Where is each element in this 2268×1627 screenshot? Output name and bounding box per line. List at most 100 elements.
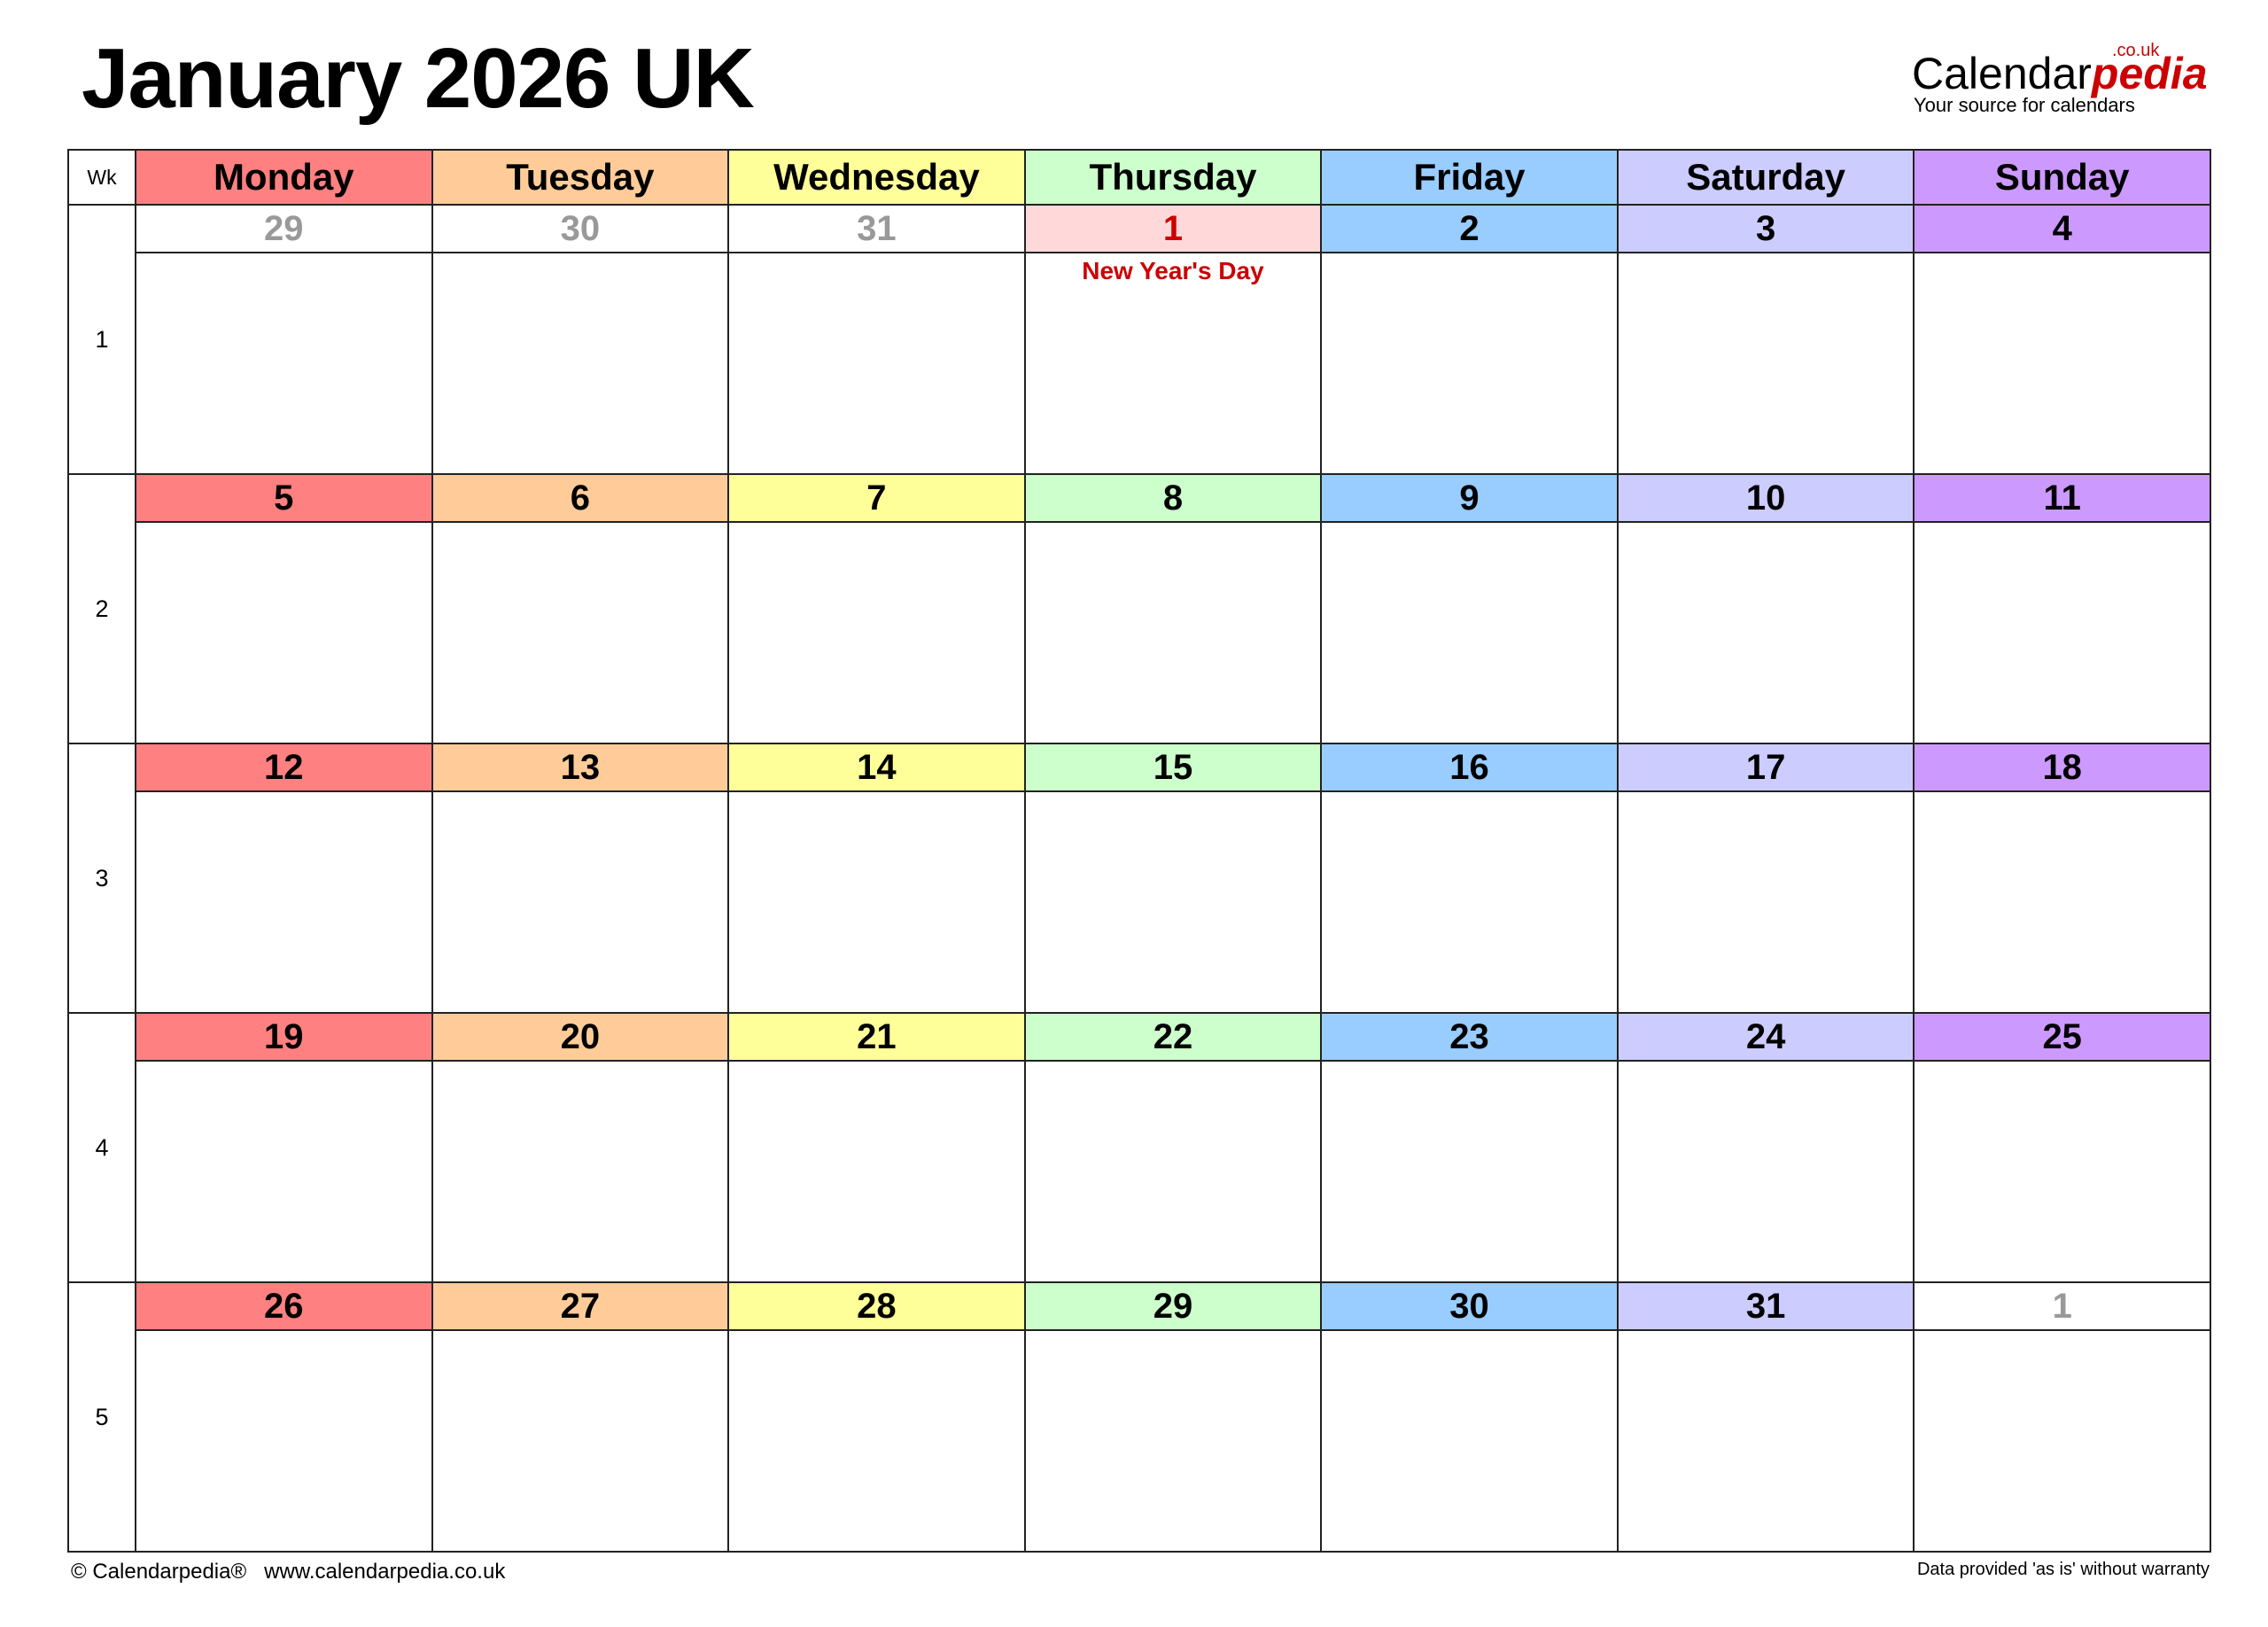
day-cell[interactable] — [727, 252, 1026, 475]
day-cell[interactable]: New Year's Day — [1023, 252, 1323, 475]
date-number[interactable]: 1 — [1913, 1281, 2211, 1331]
day-cell[interactable] — [1616, 521, 1915, 744]
calendarpedia-logo[interactable]: Calendarpedia .co.uk Your source for cal… — [1912, 41, 2213, 117]
date-number[interactable]: 25 — [1913, 1012, 2211, 1062]
day-cell[interactable] — [1320, 1060, 1619, 1283]
page-title: January 2026 UK — [82, 31, 755, 126]
date-number[interactable]: 4 — [1913, 204, 2211, 253]
day-cell[interactable] — [727, 521, 1026, 744]
date-number[interactable]: 10 — [1616, 473, 1915, 523]
footer-disclaimer: Data provided 'as is' without warranty — [1916, 1560, 2210, 1579]
week-body-row — [68, 1329, 2211, 1553]
weekday-header-friday: Friday — [1320, 149, 1619, 206]
date-number[interactable]: 31 — [727, 204, 1026, 253]
day-cell[interactable] — [1913, 1060, 2211, 1283]
day-cell[interactable] — [1320, 521, 1619, 744]
date-number[interactable]: 9 — [1320, 473, 1619, 523]
date-number[interactable]: 6 — [431, 473, 730, 523]
day-cell[interactable] — [1913, 252, 2211, 475]
day-cell[interactable] — [1023, 521, 1323, 744]
day-cell[interactable] — [431, 790, 730, 1014]
date-number[interactable]: 20 — [431, 1012, 730, 1062]
date-number[interactable]: 21 — [727, 1012, 1026, 1062]
day-cell[interactable] — [1320, 1329, 1619, 1553]
day-cell[interactable] — [1616, 1329, 1915, 1553]
day-cell[interactable] — [727, 1060, 1026, 1283]
day-cell[interactable] — [431, 252, 730, 475]
day-cell[interactable] — [727, 790, 1026, 1014]
week-date-row: 4 19 20 21 22 23 24 25 — [67, 1012, 2211, 1283]
date-number[interactable]: 15 — [1023, 743, 1323, 792]
date-number[interactable]: 23 — [1320, 1012, 1619, 1062]
day-cell[interactable] — [1616, 790, 1915, 1014]
footer-copyright: © Calendarpedia® www.calendarpedia.co.uk — [71, 1560, 506, 1584]
week-number: 4 — [67, 1012, 136, 1283]
logo-tagline: Your source for calendars — [1914, 94, 2135, 116]
day-cell[interactable] — [431, 1060, 730, 1283]
day-cell[interactable] — [135, 521, 433, 744]
date-number[interactable]: 3 — [1616, 204, 1915, 253]
weekday-header-tuesday: Tuesday — [431, 149, 730, 206]
day-cell[interactable] — [1616, 1060, 1915, 1283]
date-number[interactable]: 31 — [1616, 1281, 1915, 1331]
day-cell[interactable] — [1913, 1329, 2211, 1553]
week-date-row: 3 12 13 14 15 16 17 18 — [67, 743, 2211, 1014]
week-number: 3 — [67, 743, 136, 1014]
date-number[interactable]: 24 — [1616, 1012, 1915, 1062]
date-number[interactable]: 16 — [1320, 743, 1619, 792]
day-cell[interactable] — [135, 1060, 433, 1283]
day-cell[interactable] — [1913, 790, 2211, 1014]
date-number[interactable]: 7 — [727, 473, 1026, 523]
date-number[interactable]: 22 — [1023, 1012, 1323, 1062]
date-number[interactable]: 30 — [431, 204, 730, 253]
date-number[interactable]: 18 — [1913, 743, 2211, 792]
day-cell[interactable] — [1023, 790, 1323, 1014]
holiday-label: New Year's Day — [1082, 257, 1264, 284]
date-number[interactable]: 11 — [1913, 473, 2211, 523]
logo-suffix: .co.uk — [2112, 41, 2160, 60]
date-number[interactable]: 29 — [135, 204, 433, 253]
week-body-row — [68, 521, 2211, 744]
weekday-header-wednesday: Wednesday — [727, 149, 1026, 206]
date-number[interactable]: 26 — [135, 1281, 433, 1331]
week-date-row: 1 29 30 31 1 2 3 4 — [67, 204, 2211, 475]
date-number[interactable]: 2 — [1320, 204, 1619, 253]
date-number[interactable]: 12 — [135, 743, 433, 792]
day-cell[interactable] — [1023, 1060, 1323, 1283]
week-body-row — [68, 1060, 2211, 1283]
day-cell[interactable] — [431, 521, 730, 744]
weekday-header-sunday: Sunday — [1913, 149, 2211, 206]
weekday-header-monday: Monday — [135, 149, 433, 206]
date-number[interactable]: 8 — [1023, 473, 1323, 523]
weekday-header-row: Wk Monday Tuesday Wednesday Thursday Friday S… — [67, 149, 2211, 206]
week-body-row: New Year's Day — [68, 252, 2211, 475]
date-number[interactable]: 19 — [135, 1012, 433, 1062]
date-number[interactable]: 27 — [431, 1281, 730, 1331]
date-number[interactable]: 14 — [727, 743, 1026, 792]
weekday-header-saturday: Saturday — [1616, 149, 1915, 206]
date-number[interactable]: 5 — [135, 473, 433, 523]
day-cell[interactable] — [135, 1329, 433, 1553]
day-cell[interactable] — [1320, 252, 1619, 475]
day-cell[interactable] — [431, 1329, 730, 1553]
day-cell[interactable] — [135, 252, 433, 475]
date-number[interactable]: 30 — [1320, 1281, 1619, 1331]
week-number: 5 — [67, 1281, 136, 1553]
week-date-row: 5 26 27 28 29 30 31 1 — [67, 1281, 2211, 1553]
day-cell[interactable] — [1320, 790, 1619, 1014]
logo-main: Calendar — [1912, 49, 2092, 98]
date-number[interactable]: 29 — [1023, 1281, 1323, 1331]
day-cell[interactable] — [727, 1329, 1026, 1553]
date-number[interactable]: 13 — [431, 743, 730, 792]
week-number: 1 — [67, 204, 136, 475]
day-cell[interactable] — [1023, 1329, 1323, 1553]
date-number[interactable]: 17 — [1616, 743, 1915, 792]
week-number: 2 — [67, 473, 136, 744]
day-cell[interactable] — [1913, 521, 2211, 744]
date-number[interactable]: 28 — [727, 1281, 1026, 1331]
day-cell[interactable] — [1616, 252, 1915, 475]
calendar-grid: Wk Monday Tuesday Wednesday Thursday Friday S… — [67, 149, 2211, 1553]
day-cell[interactable] — [135, 790, 433, 1014]
week-body-row — [68, 790, 2211, 1014]
date-number[interactable]: 1 — [1023, 204, 1323, 253]
